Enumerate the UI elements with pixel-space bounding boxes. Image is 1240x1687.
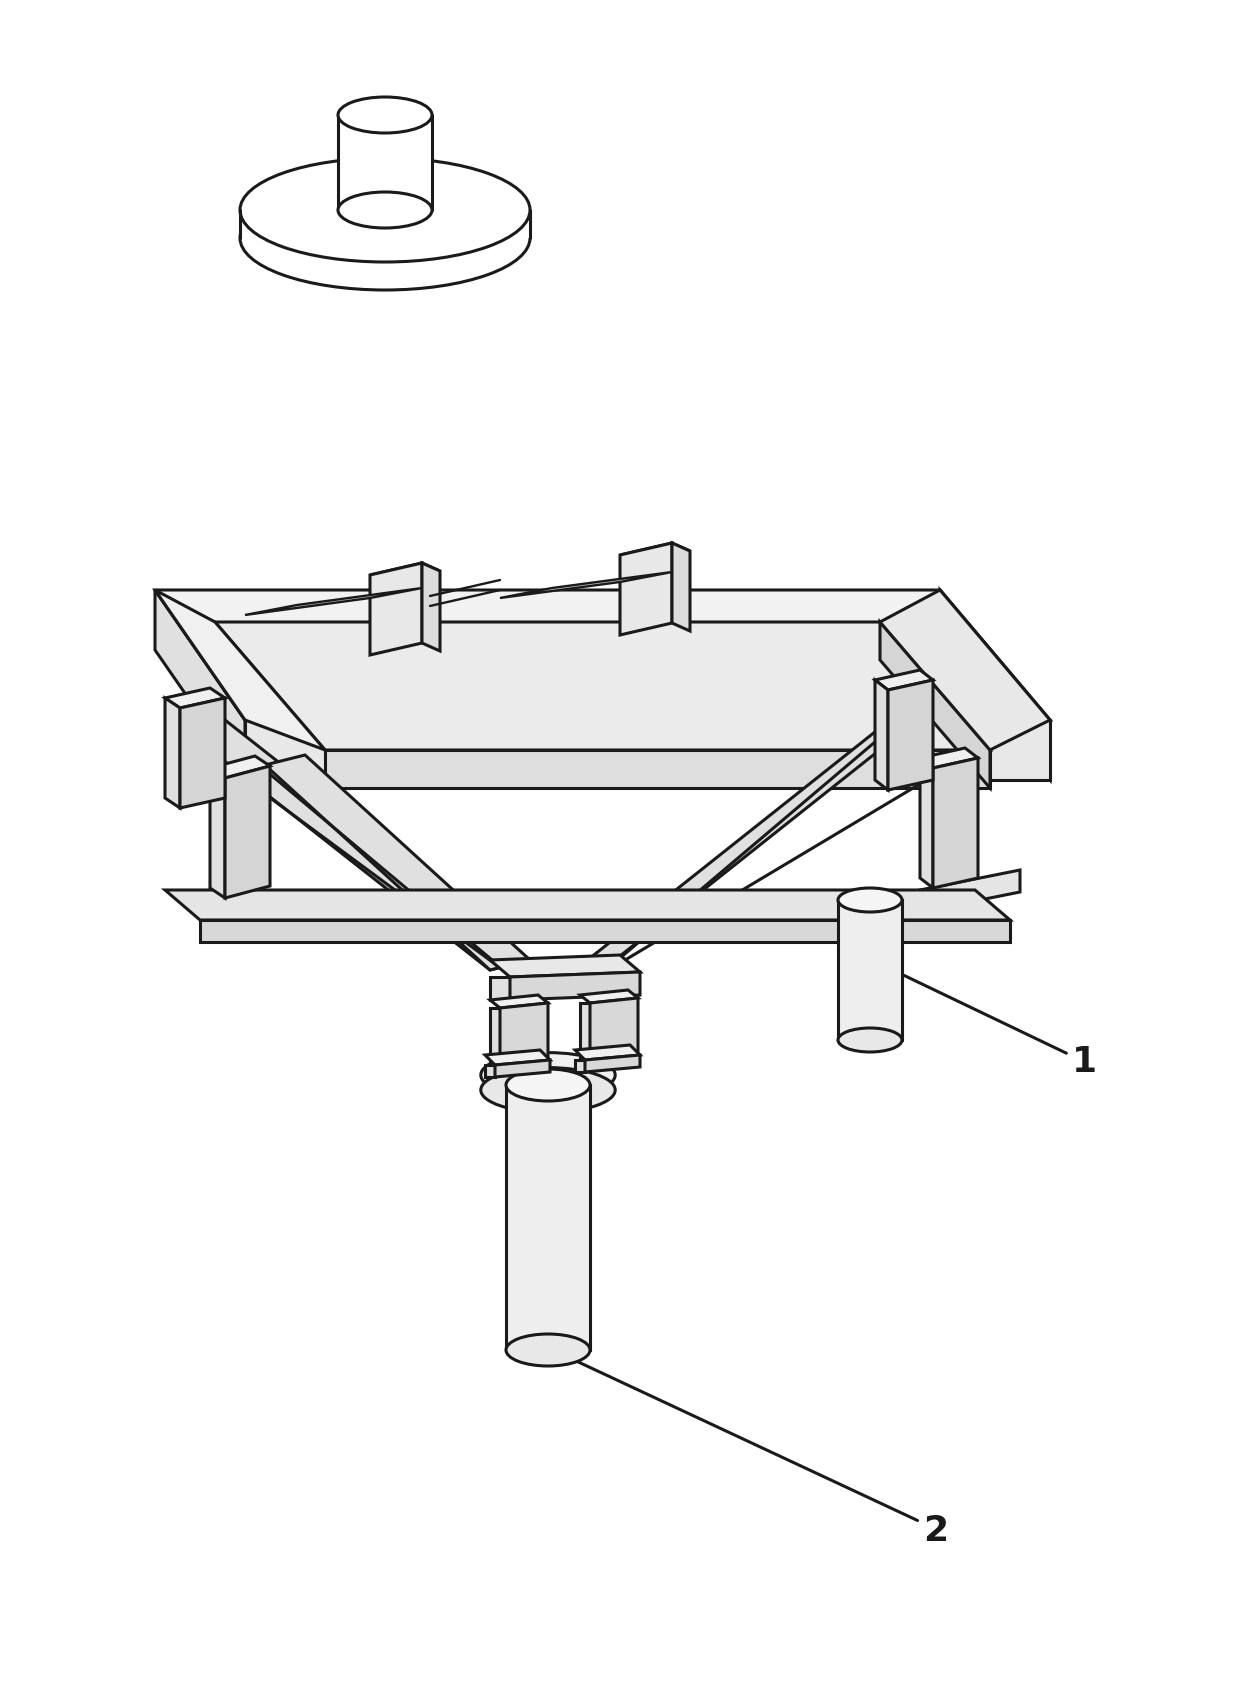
Ellipse shape [506,1070,590,1102]
Polygon shape [155,590,246,779]
Polygon shape [215,623,990,751]
Polygon shape [246,589,422,616]
Polygon shape [920,757,932,887]
Polygon shape [500,1004,548,1063]
Polygon shape [485,1049,551,1064]
Polygon shape [932,757,978,887]
Polygon shape [575,1044,640,1059]
Polygon shape [490,977,510,1000]
Polygon shape [370,563,422,655]
Ellipse shape [241,186,529,290]
Polygon shape [575,710,930,970]
Polygon shape [265,756,529,970]
Polygon shape [590,999,639,1058]
Polygon shape [580,1004,590,1058]
Ellipse shape [241,159,529,261]
Polygon shape [165,688,224,709]
Polygon shape [422,563,440,651]
Ellipse shape [838,887,901,913]
Polygon shape [210,756,270,778]
Ellipse shape [506,1334,590,1366]
Polygon shape [339,115,432,209]
Polygon shape [880,623,990,788]
Polygon shape [246,720,1050,779]
Ellipse shape [481,1053,615,1098]
Polygon shape [485,1064,495,1076]
Polygon shape [920,747,978,768]
Polygon shape [580,990,639,1004]
Polygon shape [506,1085,590,1350]
Polygon shape [870,870,1021,923]
Ellipse shape [838,1027,901,1053]
Polygon shape [585,1054,640,1071]
Polygon shape [165,891,1011,919]
Polygon shape [875,670,932,690]
Polygon shape [180,698,224,808]
Polygon shape [880,590,1050,751]
Polygon shape [200,919,1011,941]
Ellipse shape [339,192,432,228]
Polygon shape [325,751,990,788]
Polygon shape [940,590,1050,779]
Polygon shape [575,1059,585,1071]
Polygon shape [241,209,529,238]
Polygon shape [495,1059,551,1076]
Polygon shape [510,972,640,1000]
Polygon shape [838,899,901,1039]
Ellipse shape [339,96,432,133]
Polygon shape [155,590,1050,720]
Polygon shape [155,590,325,751]
Polygon shape [370,563,440,584]
Polygon shape [224,766,270,897]
Polygon shape [875,680,888,790]
Polygon shape [888,680,932,790]
Polygon shape [165,698,180,808]
Polygon shape [490,1009,500,1063]
Polygon shape [500,572,672,597]
Polygon shape [490,995,548,1009]
Polygon shape [620,543,689,563]
Text: 2: 2 [924,1513,949,1549]
Polygon shape [490,955,640,977]
Ellipse shape [481,1068,615,1112]
Polygon shape [672,543,689,631]
Polygon shape [620,543,672,634]
Polygon shape [185,720,529,970]
Text: 1: 1 [1073,1044,1097,1080]
Polygon shape [210,768,224,897]
